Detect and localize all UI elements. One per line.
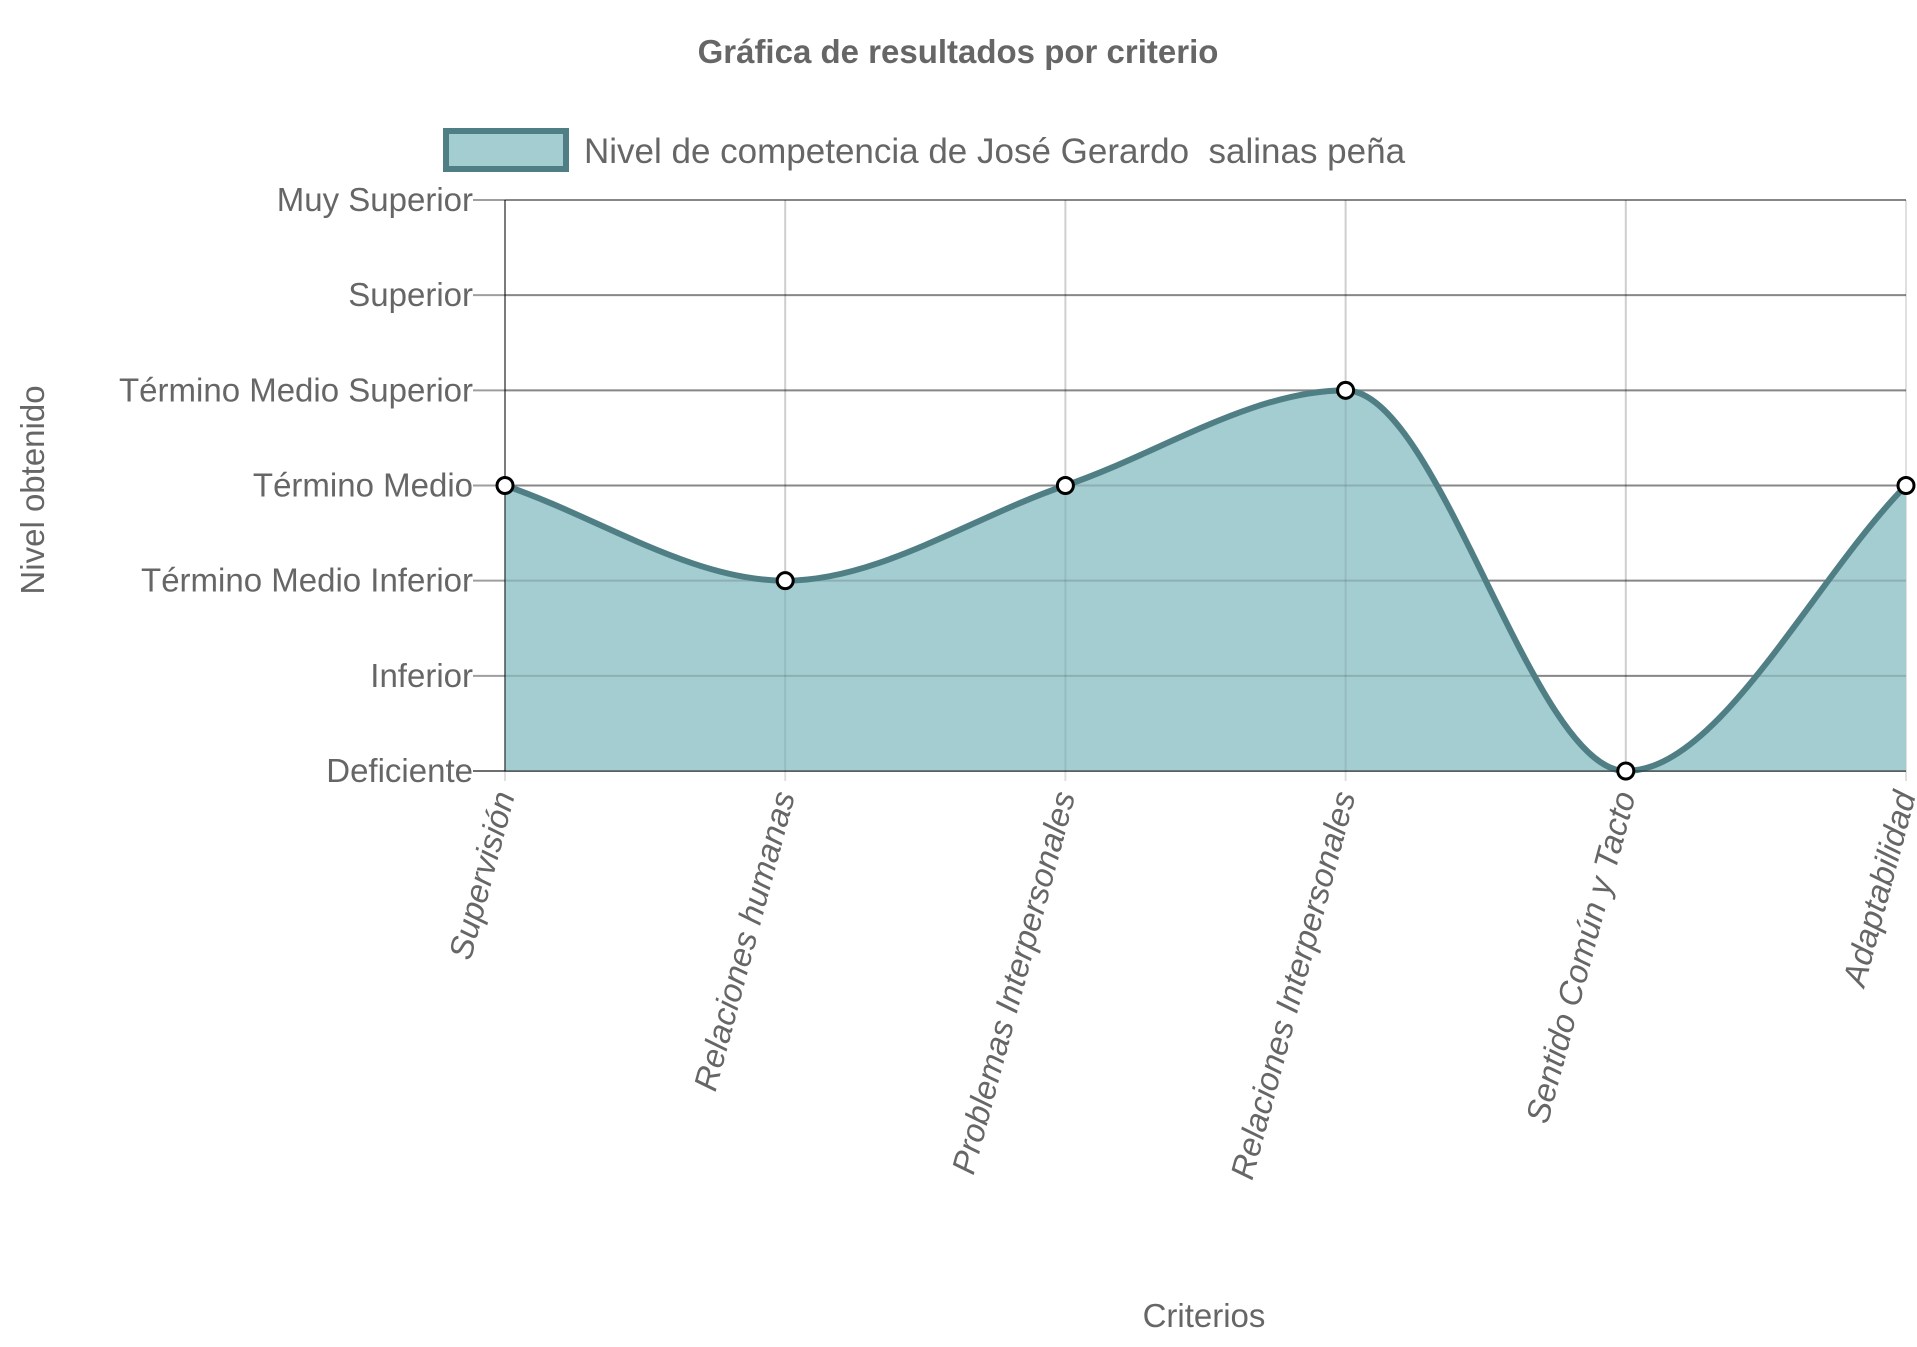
x-tick-label: Supervisión bbox=[441, 787, 521, 963]
x-tick-label: Problemas Interpersonales bbox=[944, 787, 1082, 1178]
y-tick-label: Deficiente bbox=[326, 752, 473, 789]
y-tick-label: Superior bbox=[348, 276, 473, 313]
data-point[interactable] bbox=[775, 571, 795, 591]
y-tick-label: Inferior bbox=[370, 657, 473, 694]
data-point[interactable] bbox=[1616, 761, 1636, 781]
series-line bbox=[502, 387, 1909, 774]
legend-swatch bbox=[443, 128, 569, 172]
y-axis-tick-labels: Deficiente Inferior Término Medio Inferior… bbox=[119, 181, 473, 789]
data-point[interactable] bbox=[1896, 476, 1916, 495]
x-tick-label: Relaciones Interpersonales bbox=[1223, 787, 1362, 1183]
plot-area bbox=[502, 199, 1909, 774]
chart-title: Gráfica de resultados por criterio bbox=[698, 33, 1219, 70]
x-tick-label: Sentido Común y Tacto bbox=[1518, 787, 1642, 1127]
legend[interactable]: Nivel de competencia de José Gerardo sal… bbox=[443, 128, 1406, 172]
data-points bbox=[495, 380, 1916, 781]
y-tick-label: Muy Superior bbox=[277, 181, 473, 218]
data-point[interactable] bbox=[1336, 380, 1356, 400]
data-point[interactable] bbox=[1055, 476, 1075, 495]
y-tick-label: Término Medio Inferior bbox=[141, 562, 473, 599]
x-axis-title: Criterios bbox=[1143, 1297, 1266, 1334]
x-tick-label: Adaptabilidad bbox=[1835, 786, 1917, 992]
series-area-fill bbox=[505, 390, 1906, 771]
y-axis-title: Nivel obtenido bbox=[14, 385, 51, 594]
data-point[interactable] bbox=[495, 476, 515, 495]
x-tick-label: Relaciones humanas bbox=[686, 787, 802, 1094]
x-axis-tick-labels: Supervisión Relaciones humanas Problemas I… bbox=[441, 786, 1917, 1183]
y-tick-label: Término Medio Superior bbox=[119, 371, 473, 408]
y-tick-label: Término Medio bbox=[253, 467, 473, 504]
legend-label: Nivel de competencia de José Gerardo sal… bbox=[584, 132, 1406, 171]
